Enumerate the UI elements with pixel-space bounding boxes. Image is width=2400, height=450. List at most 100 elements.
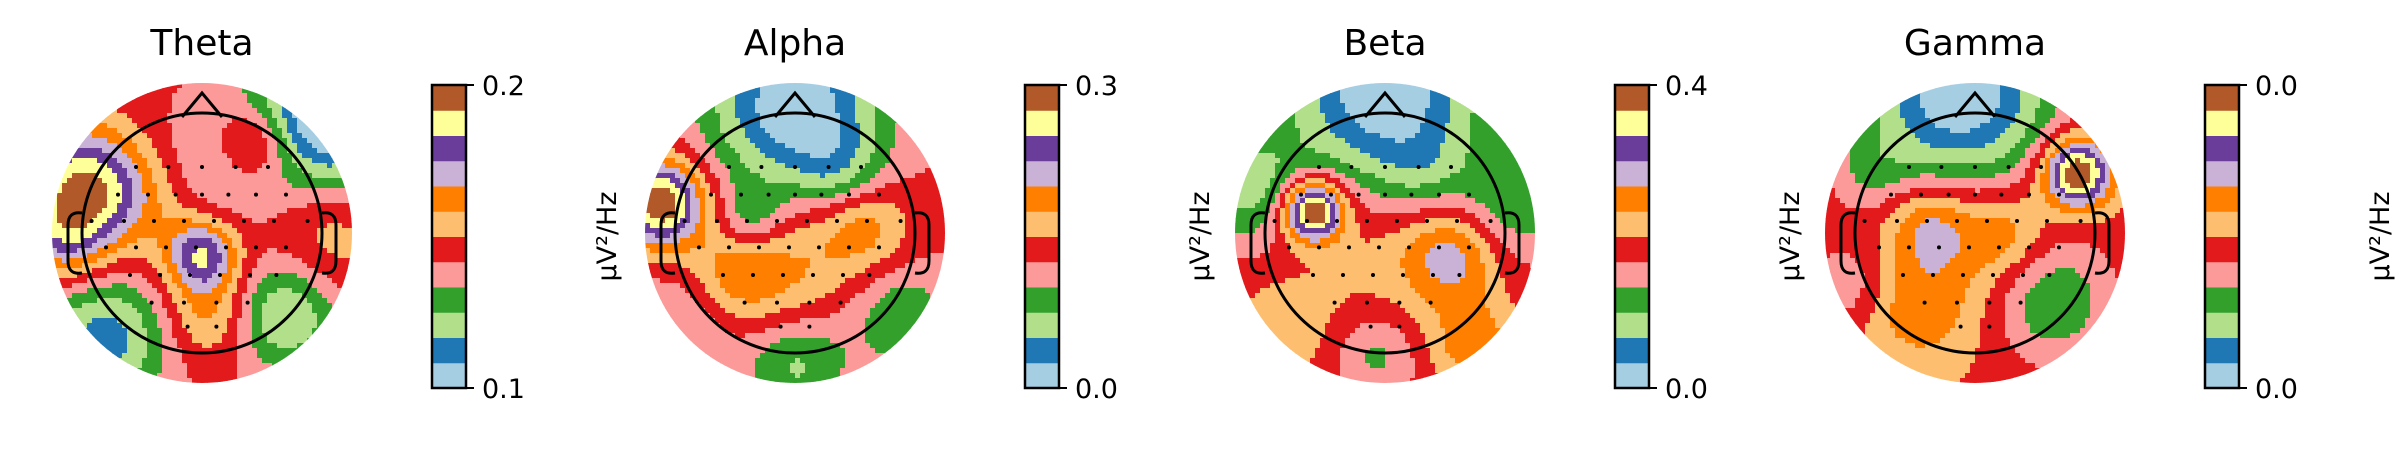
colorbar-segment xyxy=(432,160,466,187)
electrode-dot xyxy=(807,324,812,329)
electrode-dot xyxy=(787,245,791,250)
electrode-dot xyxy=(1401,273,1405,277)
head-outline xyxy=(659,90,931,355)
electrode-dot xyxy=(1922,300,1927,305)
electrode-dot xyxy=(682,219,687,223)
left-ear xyxy=(659,211,676,275)
electrode-dot xyxy=(778,324,783,329)
electrode-dot xyxy=(1437,245,1441,250)
colorbar-max-label: 0.3 xyxy=(1075,71,1118,102)
left-ear xyxy=(66,211,83,275)
colorbar-segment xyxy=(432,261,466,288)
electrode-dot xyxy=(2045,219,2049,223)
colorbar-segment xyxy=(1615,186,1649,212)
electrode-dot xyxy=(739,192,743,197)
electrode-dot xyxy=(233,165,238,169)
electrode-dot xyxy=(1356,192,1361,197)
electrode-dot xyxy=(1937,245,1941,250)
electrode-dot xyxy=(1341,273,1345,277)
electrode-dot xyxy=(1317,165,1321,169)
electrode-dot xyxy=(305,219,310,223)
electrode-dot xyxy=(104,245,108,250)
colorbar-min-label: 0.0 xyxy=(2255,374,2298,405)
panel-title: Alpha xyxy=(744,23,846,64)
electrode-dot xyxy=(781,273,785,277)
electrode-dot xyxy=(182,300,186,305)
electrode-dot xyxy=(865,219,869,223)
electrode-dot xyxy=(284,192,288,197)
electrode-dot xyxy=(134,245,138,250)
electrode-dot xyxy=(847,245,851,250)
electrode-dot xyxy=(1395,219,1399,223)
colorbar-unit-label: µV²/Hz xyxy=(2365,191,2396,281)
electrode-dot xyxy=(254,245,258,250)
electrode-dot xyxy=(1901,273,1905,277)
electrode-dot xyxy=(898,219,903,223)
electrode-dot xyxy=(1467,245,1471,250)
colorbar-segment xyxy=(2205,261,2239,288)
left-ear xyxy=(1249,211,1266,275)
electrode-dot xyxy=(128,273,132,277)
colorbar-segment xyxy=(432,362,466,389)
electrode-dot xyxy=(218,273,222,277)
electrode-dot xyxy=(1305,219,1309,223)
electrode-dot xyxy=(254,192,258,197)
colorbar-max-label: 0.0 xyxy=(2255,71,2298,102)
left-ear xyxy=(1839,211,1856,275)
colorbar-segment xyxy=(2205,160,2239,187)
colorbar-segment xyxy=(432,110,466,136)
electrode-dot xyxy=(185,324,190,329)
electrode-dot xyxy=(2039,165,2043,169)
colorbar-segment xyxy=(1615,312,1649,338)
electrode-dot xyxy=(146,192,150,197)
electrode-dot xyxy=(1317,245,1321,250)
electrode-dot xyxy=(248,273,252,277)
electrode-dot xyxy=(116,192,120,197)
electrode-dot xyxy=(2057,245,2061,250)
electrode-dot xyxy=(877,245,881,250)
electrode-dot xyxy=(1377,245,1381,250)
electrode-dot xyxy=(742,300,747,305)
electrode-dot xyxy=(1368,324,1373,329)
colorbar-unit-label: µV²/Hz xyxy=(1185,191,1216,281)
electrode-dot xyxy=(2006,165,2011,169)
colorbar-segment xyxy=(1615,211,1649,237)
colorbar-segment xyxy=(1615,236,1649,263)
electrode-dot xyxy=(149,300,154,305)
electrode-dot xyxy=(89,219,94,223)
colorbar-segment xyxy=(432,135,466,162)
colorbar-segment xyxy=(2205,211,2239,237)
electrode-dot xyxy=(284,245,288,250)
topomap-panel-theta: Theta 0.2 0.1 µV²/Hz xyxy=(52,23,623,405)
colorbar-segment xyxy=(1615,110,1649,136)
electrode-dot xyxy=(226,192,231,197)
topomap-heatmap xyxy=(1825,83,2125,383)
electrode-dot xyxy=(200,165,204,169)
electrode-dot xyxy=(1272,219,1277,223)
electrode-dot xyxy=(1997,245,2001,250)
electrode-dot xyxy=(841,273,845,277)
colorbar-segment xyxy=(2205,287,2239,313)
electrode-dot xyxy=(2018,300,2023,305)
electrode-dot xyxy=(1862,219,1867,223)
colorbar-segment xyxy=(2205,312,2239,338)
nose-marker xyxy=(1363,90,1407,118)
electrode-dot xyxy=(214,324,219,329)
colorbar-segment xyxy=(2205,110,2239,136)
electrode-dot xyxy=(1488,219,1493,223)
colorbar-segment xyxy=(2205,85,2239,111)
electrode-dot xyxy=(158,273,162,277)
colorbar-segment xyxy=(1615,160,1649,187)
electrode-markers xyxy=(1862,165,2083,329)
electrode-dot xyxy=(867,273,872,277)
electrode-dot xyxy=(1961,273,1965,277)
electrode-dot xyxy=(1365,219,1369,223)
electrode-dot xyxy=(2015,219,2019,223)
electrode-dot xyxy=(224,245,228,250)
electrode-dot xyxy=(766,192,771,197)
electrode-dot xyxy=(807,300,812,305)
electrode-dot xyxy=(1431,273,1435,277)
colorbar-unit-label: µV²/Hz xyxy=(592,191,623,281)
electrode-dot xyxy=(188,273,192,277)
right-ear xyxy=(321,211,338,275)
